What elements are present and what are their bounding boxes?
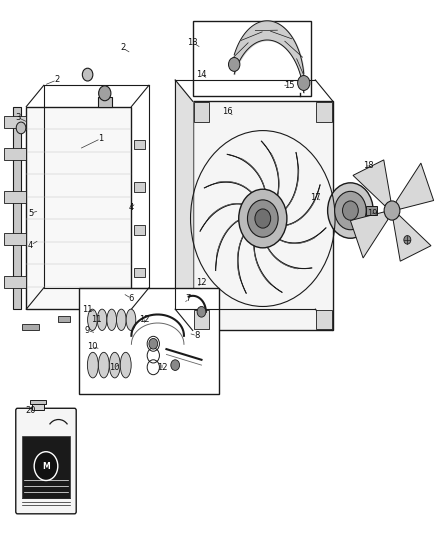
Polygon shape: [273, 152, 299, 217]
Polygon shape: [262, 231, 312, 269]
Ellipse shape: [97, 309, 107, 330]
FancyBboxPatch shape: [16, 408, 76, 514]
Bar: [194, 310, 209, 329]
Polygon shape: [237, 223, 254, 293]
Text: 14: 14: [196, 70, 207, 79]
Text: 11: 11: [82, 305, 93, 313]
Circle shape: [149, 338, 158, 349]
Polygon shape: [268, 228, 326, 244]
Ellipse shape: [120, 352, 131, 378]
Text: 6: 6: [129, 294, 134, 303]
Circle shape: [384, 201, 400, 220]
Bar: [32, 405, 44, 410]
Text: 20: 20: [25, 406, 36, 415]
Text: 3: 3: [15, 113, 20, 122]
Text: 18: 18: [363, 161, 373, 169]
Bar: [134, 182, 145, 192]
Bar: [193, 21, 311, 96]
Bar: [134, 140, 145, 149]
Bar: [316, 102, 332, 122]
Circle shape: [343, 201, 358, 220]
Circle shape: [34, 452, 58, 481]
Bar: [26, 107, 131, 309]
Bar: [194, 102, 209, 122]
Polygon shape: [227, 155, 267, 207]
Text: 11: 11: [91, 316, 102, 324]
Text: 7: 7: [186, 294, 191, 303]
Text: 12: 12: [196, 278, 207, 287]
Ellipse shape: [126, 309, 136, 330]
Text: 10: 10: [109, 364, 119, 372]
Text: 12: 12: [139, 316, 150, 324]
Circle shape: [247, 200, 278, 237]
Bar: [4, 191, 26, 203]
Ellipse shape: [117, 309, 126, 330]
Text: 2: 2: [54, 76, 60, 84]
Bar: [58, 316, 70, 322]
Circle shape: [171, 360, 180, 370]
Bar: [22, 435, 70, 498]
Circle shape: [255, 209, 271, 228]
Bar: [134, 268, 145, 277]
Text: 10: 10: [87, 342, 97, 351]
Text: 13: 13: [187, 38, 198, 47]
Circle shape: [297, 76, 310, 91]
Polygon shape: [205, 181, 261, 207]
Polygon shape: [254, 229, 282, 292]
Bar: [4, 116, 26, 128]
Text: 4: 4: [28, 241, 33, 249]
Polygon shape: [200, 204, 255, 231]
Ellipse shape: [98, 352, 109, 378]
Circle shape: [82, 68, 93, 81]
Text: 17: 17: [310, 193, 321, 201]
Polygon shape: [272, 185, 320, 226]
Polygon shape: [261, 141, 279, 211]
Polygon shape: [393, 215, 431, 261]
Bar: [4, 148, 26, 160]
Polygon shape: [353, 160, 391, 206]
Bar: [98, 97, 112, 107]
Bar: [22, 324, 39, 330]
Circle shape: [328, 183, 373, 238]
Polygon shape: [396, 163, 434, 209]
Ellipse shape: [87, 352, 98, 378]
Bar: [4, 276, 26, 288]
Circle shape: [197, 306, 206, 317]
Bar: [30, 400, 46, 405]
Text: 8: 8: [194, 332, 200, 340]
Text: 2: 2: [120, 44, 125, 52]
Polygon shape: [350, 212, 388, 258]
Text: 9: 9: [85, 326, 90, 335]
Circle shape: [335, 191, 366, 230]
Bar: [316, 310, 332, 329]
Polygon shape: [215, 216, 253, 270]
Bar: [4, 233, 26, 245]
Ellipse shape: [107, 309, 117, 330]
Bar: [134, 225, 145, 235]
Text: 12: 12: [157, 364, 167, 372]
Circle shape: [239, 189, 287, 248]
Polygon shape: [175, 80, 193, 330]
Ellipse shape: [88, 309, 97, 330]
Circle shape: [16, 122, 26, 134]
Text: 19: 19: [367, 209, 378, 217]
Circle shape: [404, 236, 411, 244]
Text: 4: 4: [129, 204, 134, 212]
Text: 15: 15: [284, 81, 294, 90]
Bar: [79, 288, 219, 394]
Bar: [13, 107, 21, 309]
Text: 16: 16: [223, 108, 233, 116]
Ellipse shape: [110, 352, 120, 378]
Text: 1: 1: [98, 134, 103, 143]
Text: 5: 5: [28, 209, 33, 217]
Bar: [193, 101, 333, 330]
Circle shape: [229, 58, 240, 71]
Text: M: M: [42, 462, 50, 471]
Bar: [366, 206, 377, 215]
Circle shape: [99, 86, 111, 101]
